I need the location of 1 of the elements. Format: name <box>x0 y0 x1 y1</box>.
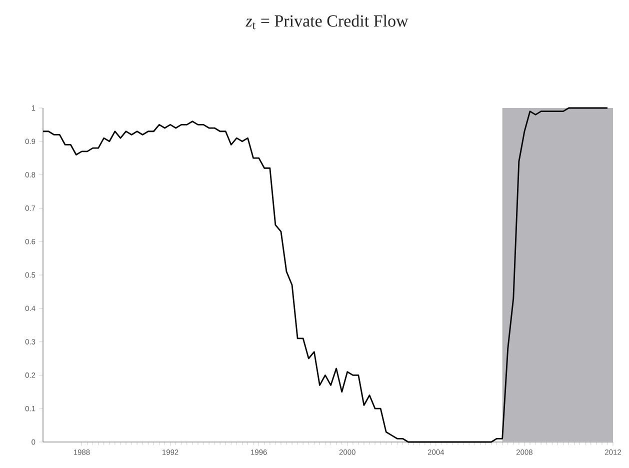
chart-title: z$_{t}$ = Private Credit Flow <box>246 14 408 30</box>
